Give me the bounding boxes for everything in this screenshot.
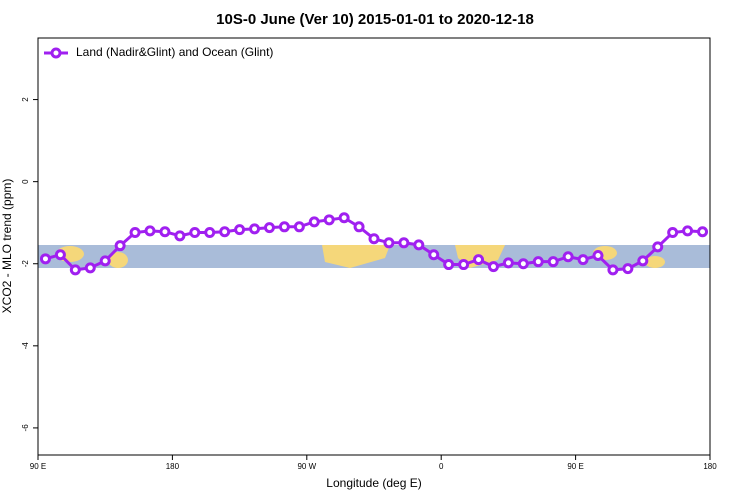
y-tick-label: -2 xyxy=(21,260,30,268)
point xyxy=(667,227,679,239)
y-tick-label: -6 xyxy=(21,424,30,432)
point xyxy=(189,227,201,239)
y-tick-label: -4 xyxy=(21,342,30,350)
point xyxy=(607,264,619,276)
point xyxy=(487,261,499,273)
chart-title: 10S-0 June (Ver 10) 2015-01-01 to 2020-1… xyxy=(216,11,534,28)
point xyxy=(338,212,350,224)
y-tick-label: 0 xyxy=(21,179,30,184)
point xyxy=(398,237,410,249)
point xyxy=(353,221,365,233)
point xyxy=(413,239,425,251)
y-tick-label: 2 xyxy=(21,97,30,102)
point xyxy=(517,258,529,270)
point xyxy=(323,214,335,226)
point xyxy=(562,251,574,263)
point xyxy=(144,225,156,237)
x-tick-label: 180 xyxy=(166,462,180,471)
point xyxy=(278,221,290,233)
point xyxy=(129,227,141,239)
legend-marker xyxy=(50,47,62,59)
point xyxy=(547,256,559,268)
point xyxy=(84,262,96,274)
point xyxy=(577,254,589,266)
land xyxy=(322,245,390,268)
point xyxy=(174,230,186,242)
x-tick-label: 0 xyxy=(439,462,444,471)
point xyxy=(204,227,216,239)
point xyxy=(293,221,305,233)
point xyxy=(458,259,470,271)
point xyxy=(249,223,261,235)
point xyxy=(263,222,275,234)
point xyxy=(622,263,634,275)
point xyxy=(308,216,320,228)
x-tick-label: 180 xyxy=(703,462,717,471)
land xyxy=(645,256,665,268)
x-tick-label: 90 E xyxy=(30,462,46,471)
point xyxy=(368,233,380,245)
y-axis-label: XCO2 - MLO trend (ppm) xyxy=(0,179,14,314)
point xyxy=(159,226,171,238)
point xyxy=(39,253,51,265)
point xyxy=(592,250,604,262)
point xyxy=(114,240,126,252)
point xyxy=(502,257,514,269)
x-axis-label: Longitude (deg E) xyxy=(326,476,421,490)
point xyxy=(697,226,709,238)
point xyxy=(652,241,664,253)
legend: Land (Nadir&Glint) and Ocean (Glint) xyxy=(44,45,273,59)
x-tick-label: 90 E xyxy=(567,462,583,471)
point xyxy=(219,226,231,238)
point xyxy=(54,249,66,261)
point xyxy=(637,255,649,267)
point xyxy=(99,255,111,267)
plot-frame xyxy=(37,37,711,456)
point xyxy=(532,256,544,268)
land xyxy=(108,252,128,268)
point xyxy=(428,249,440,261)
point xyxy=(443,259,455,271)
point xyxy=(234,224,246,236)
point xyxy=(383,237,395,249)
point xyxy=(473,254,485,266)
legend-label: Land (Nadir&Glint) and Ocean (Glint) xyxy=(76,45,273,59)
point xyxy=(69,264,81,276)
point xyxy=(682,225,694,237)
x-tick-label: 90 W xyxy=(297,462,316,471)
